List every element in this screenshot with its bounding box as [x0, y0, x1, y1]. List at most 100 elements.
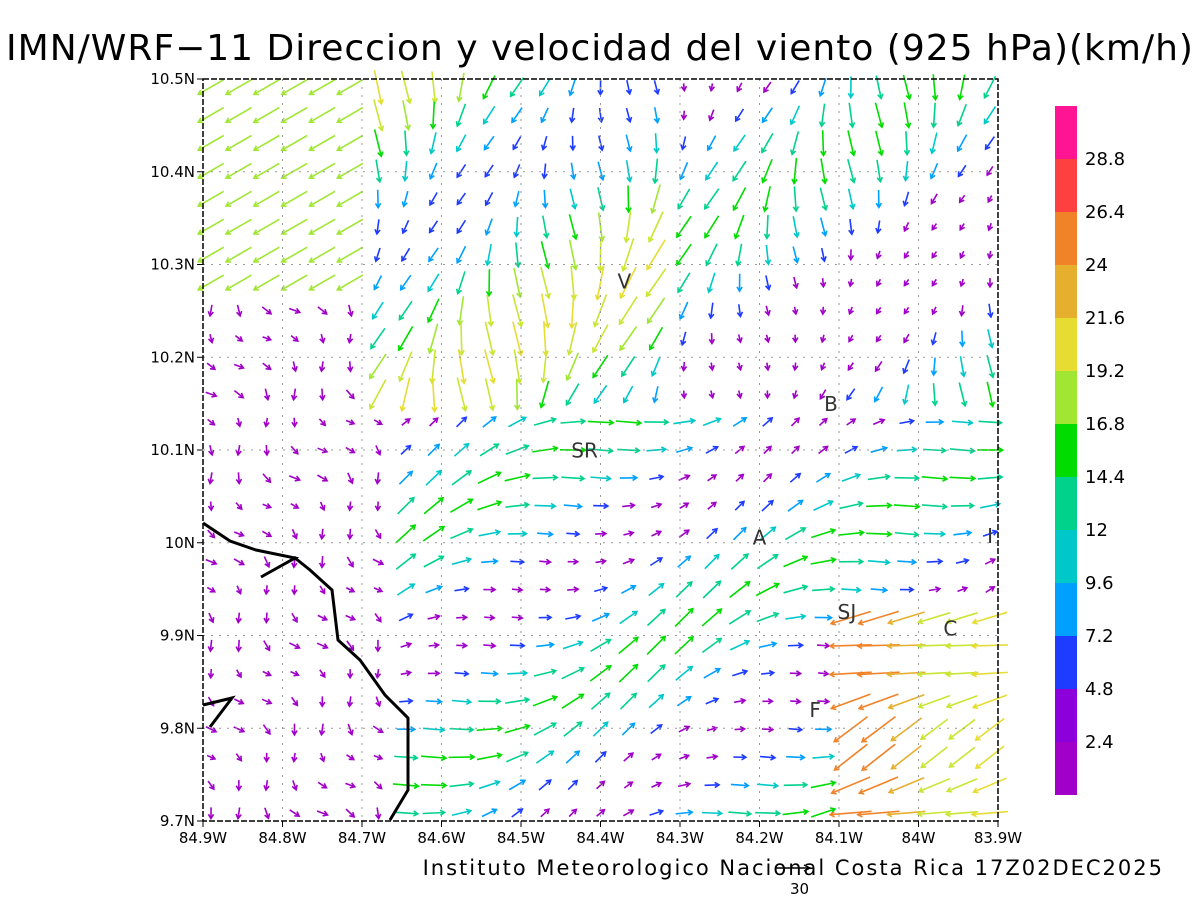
wind-arrow: [593, 502, 610, 510]
wind-arrow: [648, 693, 665, 709]
wind-arrow: [457, 349, 467, 385]
wind-arrow: [733, 753, 748, 761]
y-tick-label: 9.9N: [160, 627, 195, 645]
wind-arrow: [847, 158, 857, 184]
wind-arrow: [931, 223, 938, 231]
wind-arrow: [646, 635, 667, 656]
wind-arrow: [206, 362, 217, 371]
wind-arrow: [206, 586, 217, 593]
wind-arrow: [945, 612, 978, 625]
wind-arrow: [597, 107, 605, 124]
wind-arrow: [886, 810, 926, 818]
colorbar-label: 14.4: [1085, 467, 1125, 488]
wind-arrow: [622, 558, 636, 565]
wind-arrow: [789, 670, 803, 677]
wind-arrow: [899, 586, 915, 593]
wind-arrow: [817, 642, 831, 649]
wind-arrow: [373, 129, 384, 158]
wind-arrow: [308, 78, 336, 96]
wind-vectors: [196, 70, 1008, 821]
wind-arrow: [374, 501, 382, 512]
wind-arrow: [785, 613, 807, 620]
wind-arrow: [792, 186, 800, 213]
wind-arrow: [729, 580, 751, 599]
wind-arrow: [449, 780, 475, 788]
wind-arrow: [345, 782, 357, 789]
wind-arrow: [761, 132, 774, 154]
wind-arrow: [653, 80, 661, 96]
wind-arrow: [427, 613, 441, 621]
wind-arrow: [561, 475, 586, 482]
wind-arrow: [734, 697, 747, 705]
wind-arrow: [980, 501, 1002, 509]
wind-arrow: [568, 78, 577, 97]
wind-arrow: [484, 192, 494, 207]
wind-arrow: [764, 334, 771, 344]
wind-arrow: [403, 130, 410, 157]
x-tick-label: 84.4W: [576, 829, 624, 847]
reference-arrow: [775, 864, 812, 872]
wind-arrow: [196, 106, 225, 124]
colorbar-swatch: [1055, 530, 1077, 583]
wind-arrow: [224, 246, 252, 263]
wind-arrow: [318, 418, 327, 427]
wind-arrow: [483, 642, 497, 649]
wind-arrow: [650, 502, 663, 509]
wind-arrow: [252, 190, 280, 207]
wind-arrow: [787, 499, 804, 512]
wind-arrow: [623, 781, 634, 789]
wind-arrow: [957, 586, 969, 593]
wind-arrow: [902, 359, 910, 375]
x-tick-label: 84.6W: [417, 829, 465, 847]
wind-arrow: [903, 251, 910, 259]
wind-arrow: [224, 274, 252, 291]
y-tick-label: 10N: [165, 534, 195, 552]
wind-arrow: [621, 238, 635, 273]
wind-arrow: [875, 306, 882, 315]
wind-arrow: [986, 278, 994, 289]
wind-arrow: [674, 635, 695, 655]
wind-arrow: [707, 474, 718, 482]
wind-arrow: [820, 158, 828, 185]
wind-arrow: [787, 642, 805, 649]
wind-arrow: [958, 194, 966, 204]
wind-arrow: [894, 474, 921, 482]
wind-arrow: [234, 698, 245, 705]
wind-arrow: [290, 445, 299, 455]
wind-arrow: [398, 470, 414, 485]
wind-arrow: [561, 693, 585, 709]
wind-arrow: [373, 754, 384, 761]
wind-arrow: [375, 696, 382, 708]
wind-arrow: [483, 586, 497, 593]
wind-arrow: [970, 670, 1008, 678]
wind-arrow: [828, 810, 872, 818]
wind-arrow: [977, 446, 1005, 454]
wind-arrow: [347, 723, 354, 736]
wind-arrow: [336, 162, 364, 180]
plot-frame: [202, 78, 999, 822]
wind-arrow: [484, 243, 492, 267]
wind-arrow: [592, 721, 609, 737]
wind-arrow: [207, 333, 215, 344]
wind-arrow: [646, 608, 666, 627]
wind-arrow: [422, 809, 447, 816]
wind-arrow: [847, 130, 857, 157]
wind-arrow: [196, 218, 225, 235]
wind-arrow: [290, 503, 300, 509]
wind-arrow: [920, 746, 948, 769]
wind-arrow: [540, 135, 548, 152]
wind-arrow: [587, 419, 615, 426]
wind-arrow: [874, 130, 884, 157]
wind-arrow: [484, 321, 496, 357]
wind-arrow: [652, 158, 659, 185]
wind-arrow: [224, 106, 252, 124]
wind-arrow: [235, 639, 242, 653]
wind-arrow: [955, 557, 970, 565]
wind-arrow: [319, 501, 326, 512]
wind-arrow: [263, 780, 270, 792]
wind-arrow: [706, 135, 717, 152]
wind-arrow: [953, 529, 973, 537]
wind-arrow: [986, 381, 996, 408]
colorbar-label: 26.4: [1085, 202, 1125, 223]
